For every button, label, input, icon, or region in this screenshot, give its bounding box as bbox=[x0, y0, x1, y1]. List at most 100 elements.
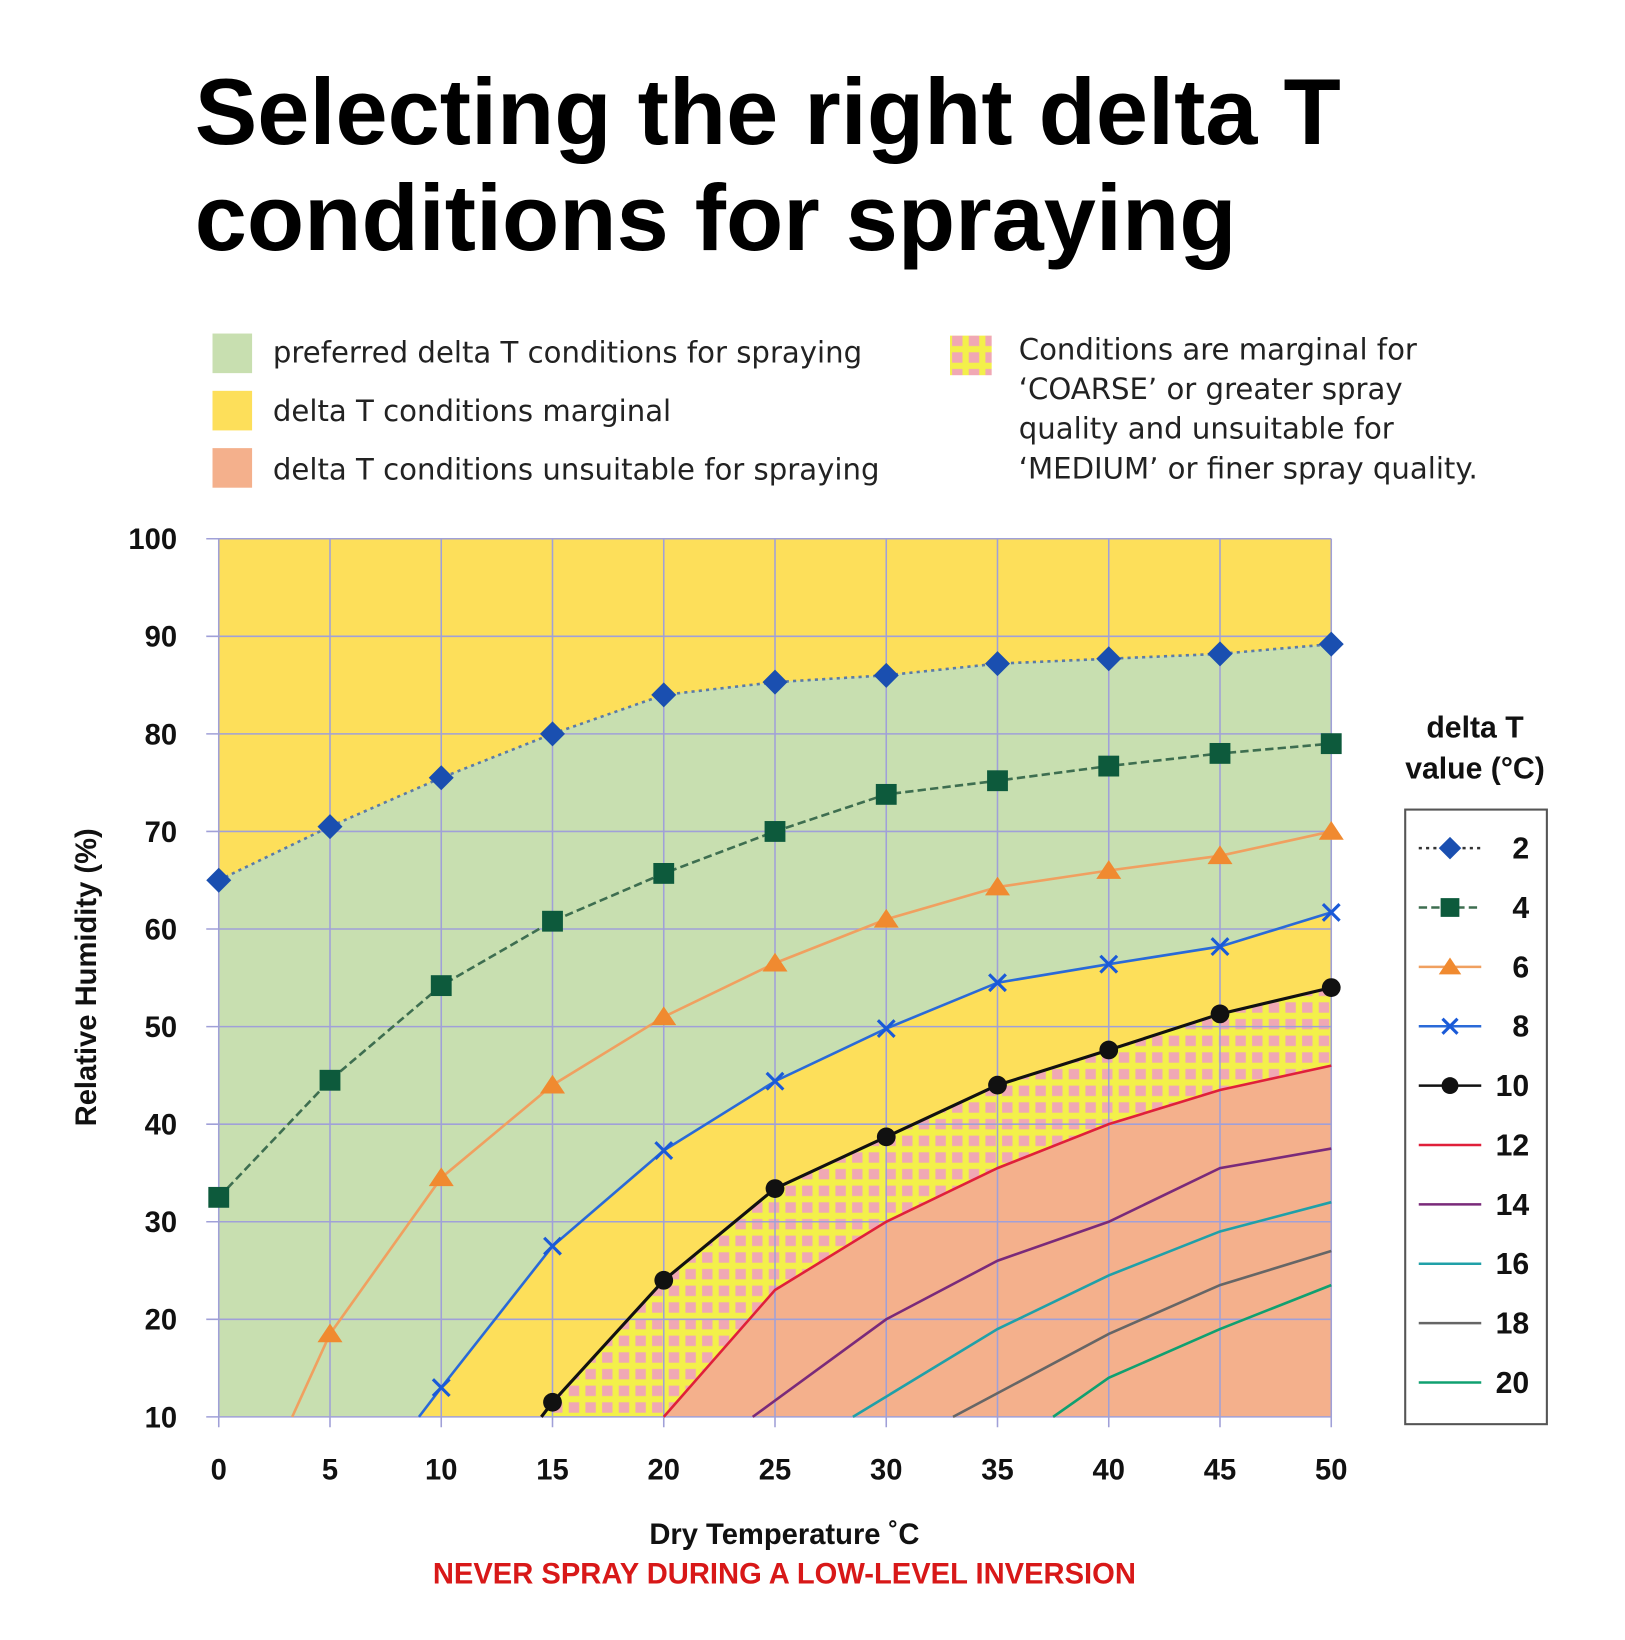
series-dt-2 bbox=[206, 631, 1344, 893]
y-tick-label: 80 bbox=[145, 719, 177, 751]
y-tick-label: 20 bbox=[145, 1305, 177, 1337]
y-tick-label: 90 bbox=[145, 622, 177, 654]
x-tick-label: 15 bbox=[536, 1454, 568, 1486]
data-point-dt-8 bbox=[988, 973, 1007, 993]
x-tick-label: 20 bbox=[648, 1454, 680, 1486]
axis-ticks: 10 20 30 40 50 60 70 80 90 100 0 5 10 15 20 25 30 35 40 45 5… bbox=[128, 524, 1347, 1486]
legend-swatch-hatched bbox=[950, 335, 992, 376]
series-dt-4 bbox=[208, 733, 1342, 1208]
data-point-dt-2 bbox=[762, 669, 788, 695]
legend-entry-dt-2: 2 bbox=[1418, 833, 1529, 866]
x-tick-label: 25 bbox=[759, 1454, 791, 1486]
legend-label-dt-8: 8 bbox=[1512, 1011, 1529, 1044]
legend-label-dt-12: 12 bbox=[1496, 1129, 1530, 1162]
legend-label-unsuitable: delta T conditions unsuitable for sprayi… bbox=[273, 452, 880, 486]
series-line-dt-12 bbox=[662, 1064, 1332, 1418]
data-point-dt-8 bbox=[1210, 937, 1230, 957]
data-point-dt-4 bbox=[653, 862, 675, 884]
series-line-dt-18 bbox=[952, 1249, 1332, 1419]
data-point-dt-2 bbox=[317, 814, 343, 840]
data-point-dt-2 bbox=[1207, 641, 1233, 667]
legend-marker-dt-6 bbox=[1438, 957, 1462, 975]
legend-title-line-1: delta T bbox=[1426, 712, 1524, 745]
data-point-dt-6 bbox=[762, 952, 788, 972]
plot-area bbox=[206, 537, 1344, 1428]
series-legend: 2 4 6 8 10 12 14 16 18 20 bbox=[1418, 833, 1530, 1400]
legend-label-dt-4: 4 bbox=[1512, 892, 1529, 925]
legend-label-dt-14: 14 bbox=[1496, 1189, 1530, 1222]
legend-entry-dt-18: 18 bbox=[1418, 1308, 1529, 1341]
hatched-marginal-zone bbox=[541, 987, 1332, 1417]
legend-label-marginal: delta T conditions marginal bbox=[273, 394, 671, 428]
data-point-dt-4 bbox=[875, 783, 897, 805]
data-point-dt-2 bbox=[985, 651, 1010, 677]
series-line-dt-2 bbox=[218, 642, 1332, 882]
inversion-warning: NEVER SPRAY DURING A LOW-LEVEL INVERSION bbox=[433, 1559, 1136, 1591]
data-point-dt-2 bbox=[540, 721, 565, 747]
data-point-dt-6 bbox=[1207, 845, 1233, 865]
legend-title-line-2: value (°C) bbox=[1405, 752, 1545, 785]
legend-entry-dt-20: 20 bbox=[1418, 1367, 1530, 1400]
y-axis-title: Relative Humidity (%) bbox=[71, 828, 103, 1126]
data-point-dt-10 bbox=[543, 1392, 562, 1412]
series-dt-6 bbox=[291, 821, 1344, 1418]
series-dt-14 bbox=[751, 1147, 1332, 1418]
x-tick-label: 45 bbox=[1204, 1454, 1236, 1486]
data-point-dt-6 bbox=[540, 1074, 565, 1094]
data-point-dt-8 bbox=[765, 1071, 785, 1091]
y-tick-label: 100 bbox=[128, 524, 177, 556]
legend-label-dt-2: 2 bbox=[1512, 833, 1529, 866]
x-tick-label: 10 bbox=[425, 1454, 457, 1486]
data-point-dt-2 bbox=[651, 682, 677, 708]
series-dt-16 bbox=[852, 1200, 1332, 1418]
series-line-dt-16 bbox=[852, 1200, 1332, 1418]
y-tick-label: 30 bbox=[145, 1207, 177, 1239]
data-point-dt-10 bbox=[1321, 978, 1341, 997]
hatch-legend-line-4: ‘MEDIUM’ or finer spray quality. bbox=[1019, 451, 1478, 485]
data-point-dt-10 bbox=[765, 1179, 785, 1198]
y-tick-label: 40 bbox=[145, 1110, 177, 1142]
legend-entry-dt-6: 6 bbox=[1418, 951, 1529, 984]
legend-entry-dt-4: 4 bbox=[1418, 892, 1529, 925]
legend-marker-dt-10 bbox=[1441, 1077, 1459, 1095]
series-legend-box bbox=[1404, 808, 1548, 1426]
data-point-dt-6 bbox=[1318, 821, 1344, 840]
data-point-dt-4 bbox=[1209, 742, 1231, 764]
legend-label-dt-16: 16 bbox=[1496, 1248, 1530, 1281]
data-point-dt-2 bbox=[428, 765, 454, 791]
zone-legend: preferred delta T conditions for sprayin… bbox=[212, 333, 1478, 488]
legend-entry-dt-8: 8 bbox=[1418, 1011, 1529, 1044]
series-dt-10 bbox=[540, 978, 1341, 1418]
legend-marker-dt-4 bbox=[1440, 898, 1460, 917]
legend-entry-dt-14: 14 bbox=[1418, 1189, 1530, 1222]
legend-label-dt-6: 6 bbox=[1512, 951, 1529, 984]
data-point-dt-10 bbox=[876, 1127, 896, 1147]
x-tick-label: 5 bbox=[322, 1454, 338, 1486]
data-point-dt-10 bbox=[1210, 1004, 1230, 1024]
title-line-2: conditions for spraying bbox=[195, 165, 1237, 270]
legend-label-dt-10: 10 bbox=[1496, 1070, 1530, 1103]
hatch-legend-line-1: Conditions are marginal for bbox=[1019, 333, 1417, 367]
title-line-1: Selecting the right delta T bbox=[195, 59, 1341, 164]
series-dt-20 bbox=[1052, 1283, 1332, 1418]
data-point-dt-4 bbox=[1320, 733, 1342, 755]
legend-label-dt-20: 20 bbox=[1496, 1367, 1530, 1400]
series-dt-8 bbox=[417, 903, 1341, 1418]
data-point-dt-4 bbox=[1098, 755, 1120, 777]
data-point-dt-6 bbox=[985, 876, 1010, 896]
hatch-legend-line-2: ‘COARSE’ or greater spray bbox=[1019, 372, 1403, 406]
data-point-dt-6 bbox=[317, 1323, 343, 1343]
series-dt-12 bbox=[662, 1064, 1332, 1418]
data-point-dt-4 bbox=[987, 770, 1008, 792]
legend-swatch-preferred bbox=[212, 333, 253, 374]
data-point-dt-2 bbox=[873, 662, 899, 688]
data-point-dt-4 bbox=[319, 1069, 341, 1091]
x-tick-label: 40 bbox=[1093, 1454, 1125, 1486]
hatch-legend-line-3: quality and unsuitable for bbox=[1019, 412, 1394, 446]
legend-swatch-unsuitable bbox=[212, 448, 253, 488]
x-axis-title: Dry Temperature ˚C bbox=[649, 1519, 919, 1551]
data-point-dt-10 bbox=[988, 1075, 1007, 1095]
x-tick-label: 30 bbox=[870, 1454, 902, 1486]
